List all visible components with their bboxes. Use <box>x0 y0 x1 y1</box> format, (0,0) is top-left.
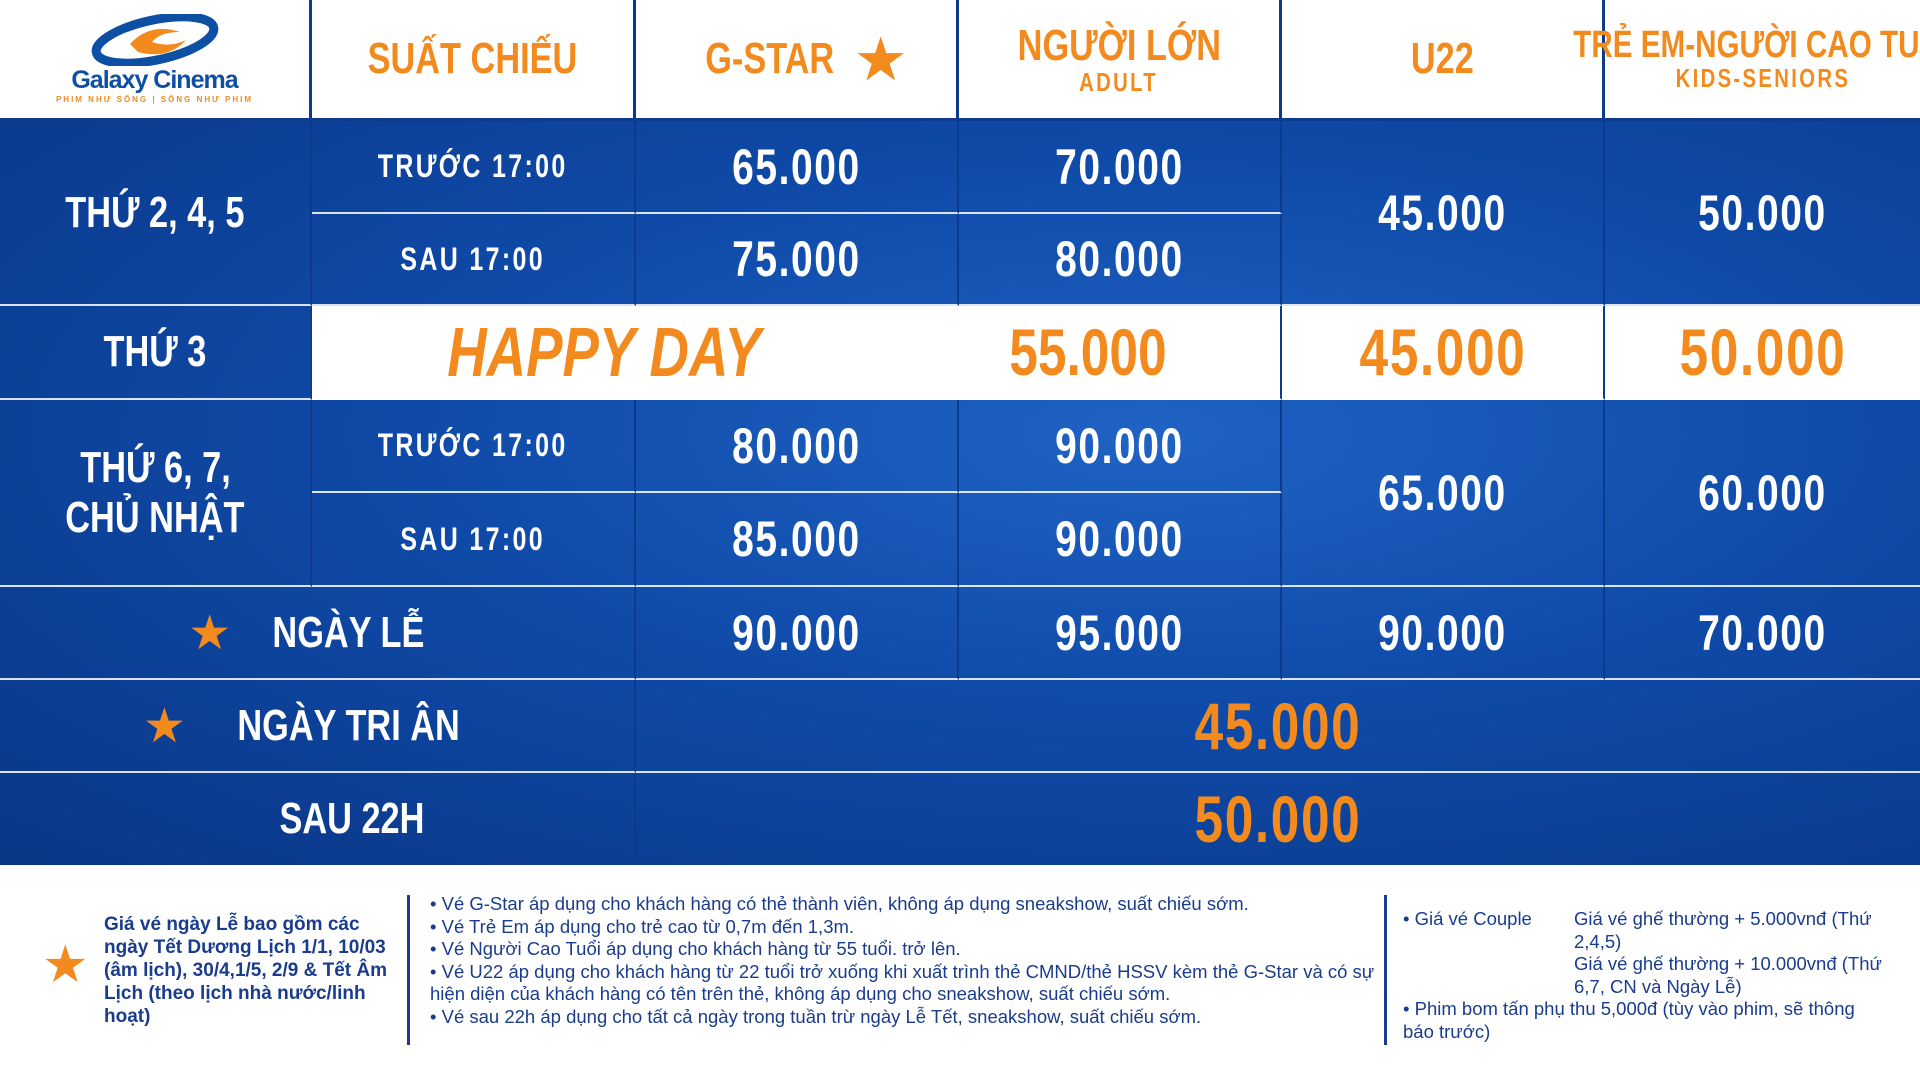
blockbuster-note: • Phim bom tấn phụ thu 5,000đ (tùy vào p… <box>1403 998 1855 1042</box>
price: 50.000 <box>1605 121 1920 306</box>
price: 80.000 <box>636 400 959 493</box>
star-icon: ★ <box>142 699 186 753</box>
price-table: Galaxy Cinema PHIM NHƯ SỐNG | SỐNG NHƯ P… <box>0 0 1920 865</box>
header-gstar: G-STAR ★ <box>636 0 959 121</box>
day-tuesday: THỨ 3 <box>0 306 312 400</box>
price: 90.000 <box>636 587 959 680</box>
price: 70.000 <box>1605 587 1920 680</box>
price: 65.000 <box>1282 400 1605 587</box>
time-before: TRƯỚC 17:00 <box>312 121 636 214</box>
day-weekday: THỨ 2, 4, 5 <box>0 121 312 306</box>
price: 90.000 <box>959 493 1282 587</box>
note-item: • Vé sau 22h áp dụng cho tất cả ngày tro… <box>430 1005 1202 1027</box>
price: 95.000 <box>959 587 1282 680</box>
price: 50.000 <box>1605 306 1920 400</box>
couple-price-2: Giá vé ghế thường + 10.000vnđ (Thứ 6,7, … <box>1574 953 1882 997</box>
galaxy-logo-icon <box>91 14 218 66</box>
price: 50.000 <box>1194 782 1362 856</box>
divider <box>1384 895 1387 1045</box>
star-icon: ★ <box>188 606 232 660</box>
note-item: • Vé Người Cao Tuổi áp dụng cho khách hà… <box>430 938 961 959</box>
price: 70.000 <box>959 121 1282 214</box>
note-item: • Vé Trẻ Em áp dụng cho trẻ cao từ 0,7m … <box>430 915 855 937</box>
day-tri-an: ★ NGÀY TRI ÂN <box>0 680 636 773</box>
price: 90.000 <box>959 400 1282 493</box>
price: 75.000 <box>636 214 959 306</box>
time-after: SAU 17:00 <box>312 493 636 587</box>
holiday-note: Giá vé ngày Lễ bao gồm các ngày Tết Dươn… <box>104 914 387 1027</box>
time-before: TRƯỚC 17:00 <box>312 400 636 493</box>
logo-tagline: PHIM NHƯ SỐNG | SỐNG NHƯ PHIM <box>55 95 254 104</box>
price: 80.000 <box>959 214 1282 306</box>
day-weekend: THỨ 6, 7, CHỦ NHẬT <box>0 400 312 587</box>
price: 90.000 <box>1282 587 1605 680</box>
header-u22: U22 <box>1282 0 1605 121</box>
price: 85.000 <box>636 493 959 587</box>
price: 65.000 <box>636 121 959 214</box>
header-kids: TRẺ EM-NGƯỜI CAO TUỔI KIDS-SENIORS <box>1574 0 1920 121</box>
time-after: SAU 17:00 <box>312 214 636 306</box>
star-icon: ★ <box>856 29 905 90</box>
happy-day: HAPPY DAY 55.000 <box>312 306 1282 400</box>
star-icon: ★ <box>42 936 89 994</box>
header-showtime: SUẤT CHIẾU <box>312 0 636 121</box>
couple-price-1: Giá vé ghế thường + 5.000vnđ (Thứ 2,4,5) <box>1574 908 1872 952</box>
divider <box>407 895 410 1045</box>
day-holiday: ★ NGÀY LỄ <box>0 587 636 680</box>
note-item: • Vé G-Star áp dụng cho khách hàng có th… <box>430 893 1249 914</box>
notes-list: • Vé G-Star áp dụng cho khách hàng có th… <box>430 893 1380 1028</box>
footer-notes: ★ Giá vé ngày Lễ bao gồm các ngày Tết Dư… <box>0 865 1920 1080</box>
note-item: • Vé U22 áp dụng cho khách hàng từ 22 tu… <box>430 960 1375 1005</box>
price: 45.000 <box>636 680 1920 773</box>
price: 60.000 <box>1605 400 1920 587</box>
header-adult: NGƯỜI LỚN ADULT <box>959 0 1282 121</box>
couple-label: • Giá vé Couple <box>1403 908 1532 929</box>
logo: Galaxy Cinema PHIM NHƯ SỐNG | SỐNG NHƯ P… <box>0 0 312 121</box>
price: 45.000 <box>1282 306 1605 400</box>
day-after-22h: SAU 22H <box>0 773 636 865</box>
price: 45.000 <box>1282 121 1605 306</box>
logo-name: Galaxy Cinema <box>71 66 238 94</box>
